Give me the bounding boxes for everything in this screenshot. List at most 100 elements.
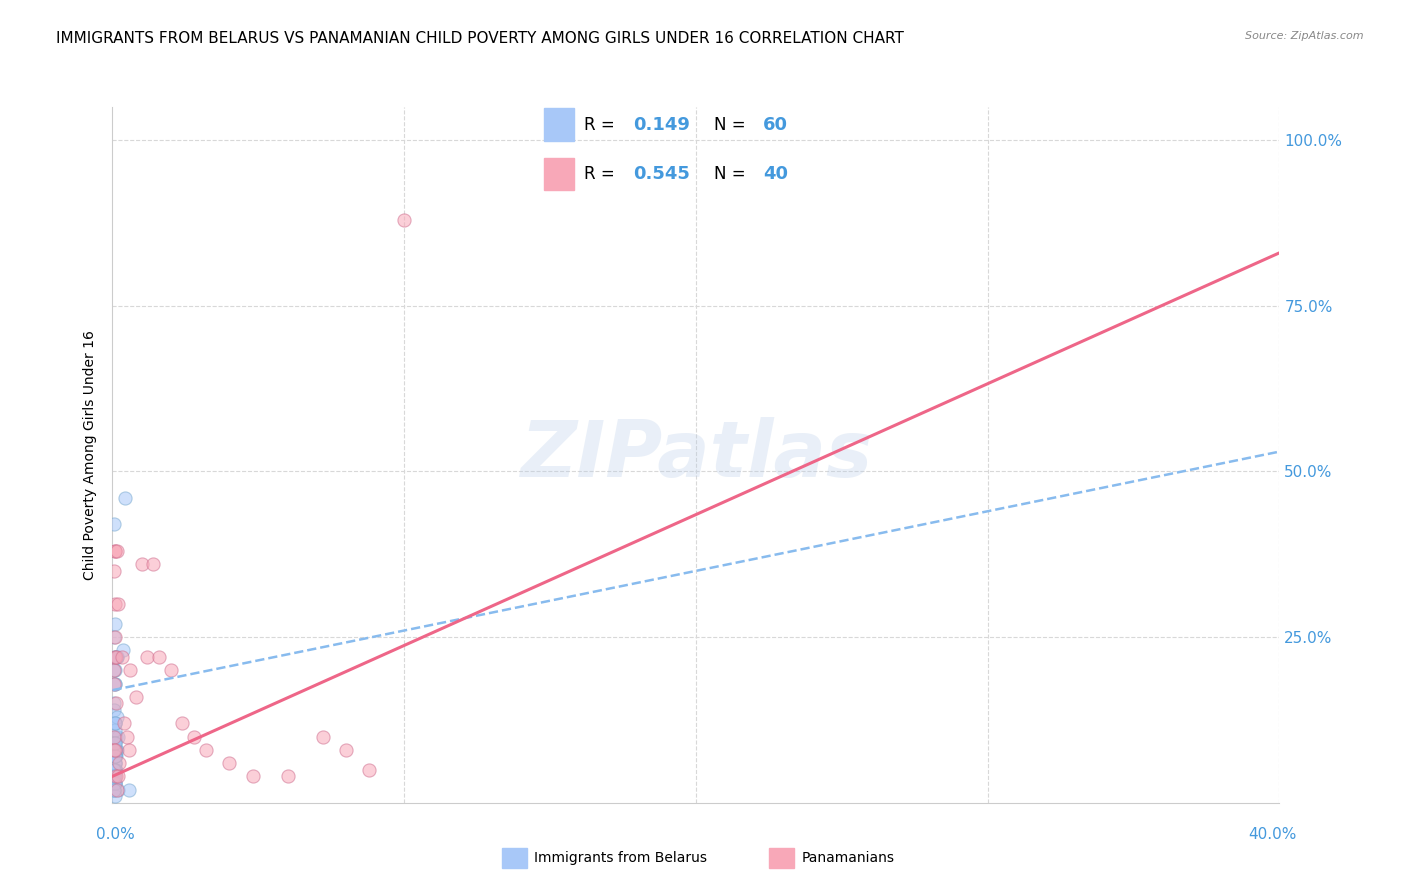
Point	[148, 650, 170, 665]
Point	[218, 756, 240, 770]
Point	[104, 716, 127, 731]
Point	[104, 743, 127, 757]
Point	[107, 769, 129, 783]
Point	[104, 756, 127, 770]
Point	[104, 723, 127, 737]
Point	[103, 697, 125, 711]
Point	[311, 730, 333, 744]
Point	[104, 616, 127, 631]
Point	[103, 776, 125, 790]
Text: R =: R =	[583, 165, 620, 183]
Text: 40.0%: 40.0%	[1249, 827, 1296, 841]
Point	[194, 743, 217, 757]
Point	[104, 763, 127, 777]
Point	[114, 491, 136, 505]
Point	[105, 743, 128, 757]
Point	[103, 517, 125, 532]
Point	[335, 743, 357, 757]
Point	[103, 749, 125, 764]
Point	[117, 782, 139, 797]
Point	[103, 789, 125, 804]
Point	[118, 743, 141, 757]
Point	[103, 716, 125, 731]
Point	[103, 782, 125, 797]
Point	[104, 749, 127, 764]
Point	[103, 663, 125, 677]
Point	[104, 716, 127, 731]
Text: Immigrants from Belarus: Immigrants from Belarus	[534, 851, 707, 865]
Point	[104, 650, 127, 665]
Point	[104, 763, 127, 777]
Point	[359, 763, 381, 777]
Point	[104, 544, 127, 558]
Point	[103, 769, 125, 783]
Point	[104, 736, 127, 750]
Point	[104, 749, 127, 764]
Point	[104, 743, 127, 757]
Point	[104, 676, 127, 690]
Point	[107, 597, 129, 611]
Point	[104, 756, 127, 770]
Point	[103, 730, 125, 744]
Point	[131, 558, 153, 572]
Point	[394, 212, 416, 227]
Point	[105, 650, 128, 665]
Point	[103, 763, 125, 777]
Text: N =: N =	[714, 116, 751, 134]
Point	[103, 776, 125, 790]
Point	[118, 663, 141, 677]
Point	[103, 736, 125, 750]
Point	[103, 782, 125, 797]
Point	[104, 697, 127, 711]
Text: 60: 60	[763, 116, 789, 134]
Point	[115, 730, 138, 744]
Point	[136, 650, 159, 665]
Point	[104, 776, 127, 790]
Point	[105, 709, 128, 723]
Point	[103, 749, 125, 764]
Point	[103, 703, 125, 717]
Bar	[769, 848, 794, 868]
Point	[276, 769, 298, 783]
Point	[125, 690, 148, 704]
Point	[105, 544, 128, 558]
Point	[142, 558, 165, 572]
Point	[107, 730, 129, 744]
Point	[104, 597, 127, 611]
Bar	[544, 158, 575, 190]
Point	[104, 769, 127, 783]
Bar	[544, 108, 575, 141]
Point	[103, 630, 125, 644]
Point	[111, 650, 134, 665]
Point	[103, 763, 125, 777]
Point	[103, 676, 125, 690]
Point	[104, 650, 127, 665]
Point	[105, 650, 128, 665]
Point	[103, 564, 125, 578]
Point	[103, 769, 125, 783]
Bar	[502, 848, 527, 868]
Point	[104, 650, 127, 665]
Point	[112, 716, 135, 731]
Point	[105, 782, 128, 797]
Text: 0.0%: 0.0%	[96, 827, 135, 841]
Point	[103, 736, 125, 750]
Text: R =: R =	[583, 116, 620, 134]
Point	[103, 743, 125, 757]
Point	[103, 663, 125, 677]
Text: 40: 40	[763, 165, 789, 183]
Point	[104, 776, 127, 790]
Point	[183, 730, 205, 744]
Point	[104, 544, 127, 558]
Text: 0.149: 0.149	[633, 116, 690, 134]
Y-axis label: Child Poverty Among Girls Under 16: Child Poverty Among Girls Under 16	[83, 330, 97, 580]
Text: 0.545: 0.545	[633, 165, 690, 183]
Point	[103, 769, 125, 783]
Point	[242, 769, 264, 783]
Point	[103, 782, 125, 797]
Point	[104, 743, 127, 757]
Point	[103, 763, 125, 777]
Point	[103, 756, 125, 770]
Point	[160, 663, 183, 677]
Text: Panamanians: Panamanians	[801, 851, 894, 865]
